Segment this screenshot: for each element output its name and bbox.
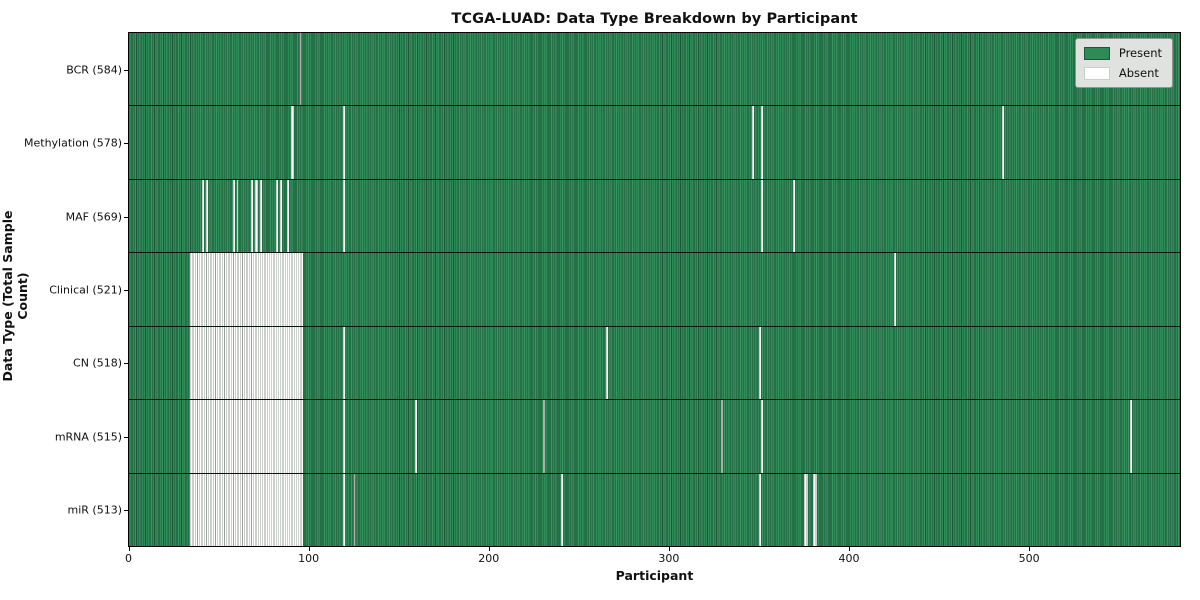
plot-row-bcr: [128, 33, 1181, 107]
absent-stripe: [250, 179, 253, 253]
absent-stripe: [342, 400, 345, 473]
absent-stripe: [605, 326, 608, 400]
x-tick-mark: [668, 547, 670, 551]
legend-present-swatch: [1083, 46, 1110, 60]
absent-stripe: [560, 473, 563, 547]
plot-area: [128, 33, 1181, 547]
absent-stripe: [287, 179, 289, 253]
absent-stripe: [804, 473, 808, 547]
plot-row-methylation: [128, 106, 1181, 180]
chart-title: TCGA-LUAD: Data Type Breakdown by Partic…: [451, 11, 858, 27]
absent-stripe: [232, 179, 235, 253]
partial-stripe: [721, 400, 723, 473]
partial-stripe: [299, 33, 302, 106]
partial-stripe: [542, 400, 545, 473]
absent-stripe: [290, 106, 295, 179]
absent-stripe: [342, 106, 345, 179]
absent-stripe: [342, 179, 345, 253]
legend-absent-swatch: [1083, 66, 1110, 80]
plot-row-clinical: [128, 253, 1181, 327]
absent-stripe: [760, 106, 763, 179]
x-tick-label: 100: [298, 552, 320, 565]
y-tick-mark: [124, 290, 128, 291]
y-tick-label: CN (518): [73, 356, 122, 370]
x-tick-label: 200: [478, 552, 500, 565]
absent-stripe: [202, 179, 205, 253]
x-tick-mark: [488, 547, 490, 551]
y-tick-label: BCR (584): [66, 63, 122, 77]
x-tick-label: 0: [125, 552, 132, 565]
x-tick-label: 400: [838, 552, 860, 565]
y-tick-label: MAF (569): [65, 210, 122, 224]
absent-stripe: [260, 179, 262, 253]
absent-stripe: [1130, 400, 1132, 473]
legend-present-label: Present: [1118, 46, 1162, 60]
x-tick-label: 500: [1018, 552, 1040, 565]
absent-stripe: [342, 473, 345, 547]
absent-stripe: [342, 326, 345, 400]
x-tick-mark: [308, 547, 310, 551]
absent-stripe: [189, 326, 304, 400]
y-tick-mark: [124, 363, 128, 365]
y-tick-label: Clinical (521): [49, 283, 122, 297]
absent-stripe: [279, 179, 282, 253]
y-tick-label: mRNA (515): [54, 430, 122, 444]
x-tick-mark: [128, 547, 130, 551]
absent-stripe: [813, 473, 817, 547]
y-tick-mark: [124, 436, 128, 438]
plot-row-cn: [128, 326, 1181, 401]
absent-stripe: [254, 179, 259, 253]
absent-stripe: [189, 253, 304, 326]
y-tick-mark: [124, 216, 128, 218]
partial-stripe: [353, 473, 356, 547]
absent-stripe: [414, 400, 417, 473]
absent-stripe: [793, 179, 795, 253]
absent-stripe: [894, 253, 896, 326]
absent-stripe: [236, 179, 239, 253]
x-tick-mark: [849, 547, 851, 551]
y-tick-label: miR (513): [67, 503, 123, 517]
absent-stripe: [1002, 106, 1004, 179]
absent-stripe: [760, 179, 763, 253]
legend: Present Absent: [1074, 38, 1173, 88]
y-tick-mark: [124, 69, 128, 71]
absent-stripe: [751, 106, 754, 179]
plot-row-mrna: [128, 400, 1181, 474]
absent-stripe: [758, 326, 761, 400]
x-axis-label: Participant: [615, 568, 694, 583]
absent-stripe: [758, 473, 761, 547]
plot-row-mir: [129, 473, 1181, 547]
y-tick-label: Methylation (578): [24, 136, 122, 150]
absent-stripe: [189, 473, 304, 547]
legend-item-present: Present: [1083, 46, 1162, 60]
legend-absent-label: Absent: [1118, 66, 1159, 80]
absent-stripe: [205, 179, 208, 253]
x-tick-mark: [1029, 547, 1031, 551]
plot-row-maf: [128, 179, 1181, 254]
y-tick-mark: [124, 510, 128, 512]
absent-stripe: [189, 400, 304, 473]
legend-item-absent: Absent: [1083, 66, 1162, 80]
absent-stripe: [276, 179, 278, 253]
y-tick-mark: [124, 143, 128, 145]
absent-stripe: [760, 400, 763, 473]
x-tick-label: 300: [658, 552, 680, 565]
